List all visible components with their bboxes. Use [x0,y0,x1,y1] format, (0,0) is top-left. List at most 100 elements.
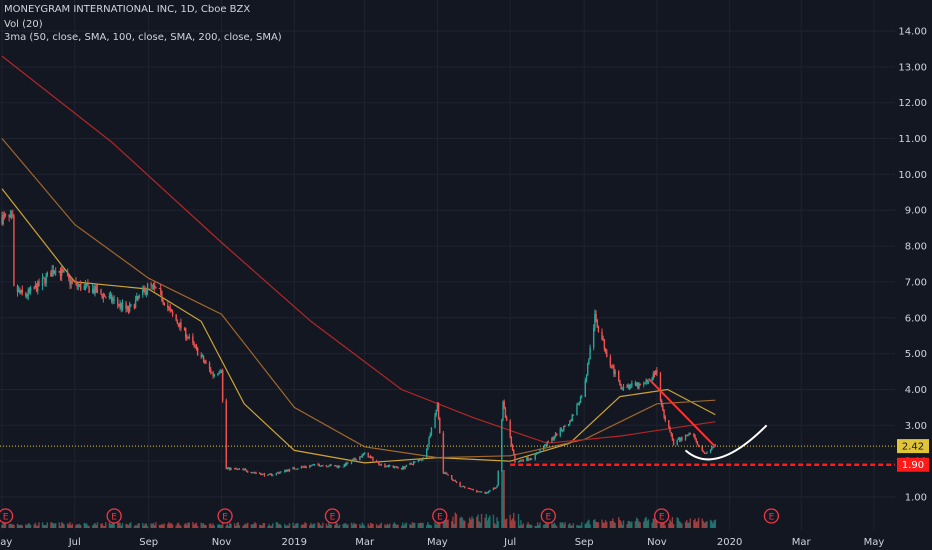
volume-bar [455,514,458,528]
candle-body [622,386,625,389]
candle-body [489,490,491,492]
volume-bar [546,523,548,528]
candle-body [526,457,528,461]
volume-bar [671,516,674,528]
volume-bar [255,523,257,528]
volume-bar [678,521,681,528]
support-label-bg [897,457,929,472]
volume-bar [587,520,589,528]
volume-bar [1,525,3,528]
candle-body [464,486,466,488]
candle-body [168,308,170,309]
volume-bar [581,522,583,528]
volume-bar [709,519,712,528]
volume-bar [602,522,604,528]
candle-body [689,433,691,434]
candle-body [530,458,533,460]
volume-bar [487,517,490,528]
volume-bar [688,522,690,528]
volume-bar [27,523,29,528]
candle-body [484,491,486,494]
volume-bar [519,525,521,528]
candle-body [27,289,29,297]
candle-body [393,467,396,469]
candle-body [236,468,238,470]
candle-body [609,357,612,366]
volume-bar [609,520,612,528]
candle-body [468,488,471,489]
volume-bar [418,523,421,528]
candle-body [260,473,262,475]
volume-bar [275,522,278,528]
candle-body [572,414,575,416]
candle-body [439,418,441,433]
volume-bar [638,521,640,528]
volume-bar [626,524,628,528]
candle-body [101,294,103,298]
candle-body [417,459,420,462]
drawings[interactable] [0,378,895,466]
candle-body [43,277,45,279]
candle-body [644,383,646,384]
volume-bar [703,522,706,528]
time-axis[interactable]: May Jul Sep Nov 2019 Mar May Jul Sep Nov 2020 Mar Ma… [0,537,884,548]
candle-body [676,439,678,445]
volume-bar [397,524,399,528]
candle-body [233,468,236,470]
volume-bar [502,470,504,528]
candle-body [425,449,428,458]
volume-bar [555,525,558,528]
candle-body [352,459,354,461]
symbol-title[interactable]: MONEYGRAM INTERNATIONAL INC, 1D, Cboe BZ… [4,4,251,15]
candle-body [362,454,365,455]
volume-bar [492,514,495,528]
candle-body [125,303,127,309]
volume-bar [208,523,211,528]
candle-body [151,284,154,286]
candle-body [589,347,591,360]
volume-bar [169,523,171,528]
volume-bar [527,522,529,528]
candle-body [192,336,194,343]
volume-bar [109,523,112,528]
price-axis[interactable]: 14.00 13.00 12.00 11.00 10.00 9.00 8.00 7.00 6.0… [897,27,929,504]
volume-bar [221,522,224,528]
candle-body [379,464,381,466]
candle-body [338,465,341,468]
volume-bar [653,518,656,528]
volume-bar [411,522,414,528]
candle-body [63,271,65,273]
candle-body [226,468,229,470]
volume-bar [102,525,105,528]
volume-bar [343,523,346,528]
candle-body [434,414,436,428]
candle-body [443,472,446,474]
candle-body [487,491,490,493]
volume-bar [480,513,483,528]
volume-legend[interactable]: Vol (20) [4,19,43,30]
candle-body [275,472,278,475]
candle-body [170,309,173,312]
candle-body [420,459,422,461]
candle-body [694,435,696,440]
candle-body [522,460,524,462]
volume-bar [293,525,295,528]
volume-bar [8,524,10,528]
candle-body [108,295,111,298]
candle-body [144,289,146,295]
candle-body [335,465,337,467]
volume-bar [93,524,95,528]
volume-bar [195,522,198,528]
candle-body [278,472,280,474]
candle-body [430,427,433,435]
y-tick-label: 4.00 [905,385,927,396]
ma-legend[interactable]: 3ma (50, close, SMA, 100, close, SMA, 20… [4,32,282,43]
volume-bar [60,522,63,528]
volume-bar [286,525,288,528]
candle-body [143,288,145,290]
volume-bar [434,522,436,528]
volume-bar [551,522,553,528]
volume-bar [196,525,199,528]
